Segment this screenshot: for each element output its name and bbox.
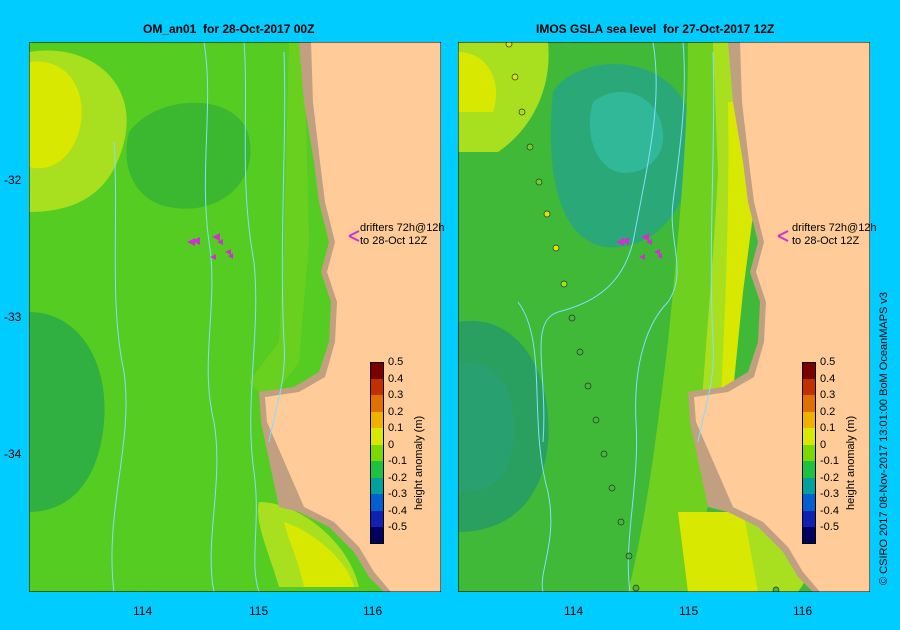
right-colorbar-swatch (802, 411, 816, 428)
right-x-tick-114: 114 (564, 604, 584, 618)
right-colorbar-swatch (802, 428, 816, 445)
y-tick-34: -34 (4, 447, 22, 461)
copyright-text: © CSIRO 2017 08-Nov-2017 13:01:00 BoM Oc… (878, 291, 890, 585)
right-colorbar-frame (802, 362, 816, 544)
right-colorbar-swatch (802, 461, 816, 478)
left-colorbar-title: height anomaly (m) (413, 415, 425, 510)
left-x-tick-116: 116 (363, 604, 383, 618)
left-drifter-note: drifters 72h@12h to 28-Oct 12Z (360, 222, 445, 248)
right-colorbar-tick-label: 0.4 (820, 372, 836, 385)
left-colorbar-tick-label: 0.4 (388, 372, 404, 385)
left-colorbar-swatch (370, 395, 384, 412)
left-colorbar-tick-label: -0.5 (388, 521, 407, 533)
left-map-title: OM_an01 for 28-Oct-2017 00Z (143, 22, 315, 36)
right-colorbar-swatch (802, 477, 816, 494)
right-map-title: IMOS GSLA sea level for 27-Oct-2017 12Z (536, 22, 775, 36)
left-colorbar-tick-label: 0 (388, 438, 395, 451)
right-colorbar-tick-label: 0.2 (820, 405, 836, 418)
right-x-tick-115: 115 (679, 604, 699, 618)
right-drifter-note-line1: drifters 72h@12h (792, 222, 877, 234)
left-colorbar-swatch (370, 510, 384, 527)
right-drifter-markers (616, 233, 662, 260)
right-colorbar-tick-label: -0.3 (820, 488, 839, 500)
y-tick-32: -32 (4, 173, 22, 187)
left-colorbar-tick-label: 0.3 (388, 389, 404, 401)
right-colorbar-swatch (802, 527, 816, 544)
right-colorbar-tick-label: 0.5 (820, 356, 836, 368)
right-map-panel (458, 42, 870, 592)
right-drifter-note-line2: to 28-Oct 12Z (792, 235, 860, 247)
right-colorbar-swatch (802, 378, 816, 395)
left-colorbar-tick-label: -0.1 (388, 455, 407, 467)
left-x-tick-115: 115 (249, 604, 269, 618)
left-colorbar-swatch (370, 378, 384, 395)
right-colorbar-swatch (802, 444, 816, 461)
left-colorbar-swatch (370, 477, 384, 494)
right-colorbar-tick-label: 0.1 (820, 422, 836, 434)
left-drifter-note-line2: to 28-Oct 12Z (360, 235, 428, 247)
right-colorbar-swatch (802, 510, 816, 527)
right-colorbar-swatch (802, 395, 816, 412)
left-drifter-markers (187, 233, 233, 260)
left-colorbar-tick-label: -0.3 (388, 488, 407, 500)
right-x-tick-116: 116 (793, 604, 813, 618)
left-colorbar-swatch (370, 494, 384, 511)
right-colorbar-swatch (802, 362, 816, 379)
left-colorbar-tick-label: -0.2 (388, 471, 407, 484)
left-colorbar-frame (370, 362, 384, 544)
left-colorbar-swatch (370, 411, 384, 428)
left-colorbar-tick-label: -0.4 (388, 504, 407, 517)
left-colorbar-tick-label: 0.1 (388, 422, 404, 434)
left-map-panel (29, 42, 441, 592)
right-colorbar-tick-label: 0.3 (820, 389, 836, 401)
right-colorbar-tick-label: -0.2 (820, 471, 839, 484)
left-drifter-note-line1: drifters 72h@12h (360, 222, 445, 234)
left-colorbar-tick-label: 0.2 (388, 405, 404, 418)
left-colorbar-swatch (370, 527, 384, 544)
left-colorbar-tick-label: 0.5 (388, 356, 404, 368)
left-x-tick-114: 114 (133, 604, 153, 618)
right-colorbar-swatch (802, 494, 816, 511)
left-colorbar-swatch (370, 428, 384, 445)
right-drifter-note: drifters 72h@12h to 28-Oct 12Z (792, 222, 877, 248)
right-colorbar-title: height anomaly (m) (845, 415, 857, 510)
right-colorbar-tick-label: -0.1 (820, 455, 839, 467)
right-colorbar-tick-label: 0 (820, 438, 827, 451)
left-colorbar-swatch (370, 461, 384, 478)
right-colorbar-tick-label: -0.5 (820, 521, 839, 533)
right-colorbar-tick-label: -0.4 (820, 504, 839, 517)
left-colorbar-swatch (370, 362, 384, 379)
altimeter-track-markers (505, 42, 780, 592)
left-colorbar-swatch (370, 444, 384, 461)
y-tick-33: -33 (4, 310, 22, 324)
